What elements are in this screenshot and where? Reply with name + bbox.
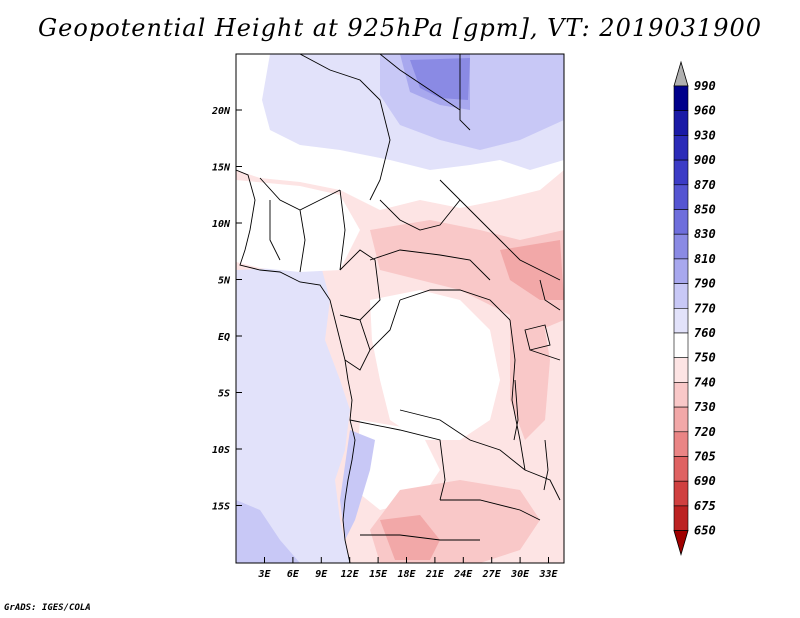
lat-label: 5N: [218, 276, 231, 287]
colorbar-label: 760: [694, 326, 716, 340]
colorbar-swatch: [673, 456, 689, 482]
border-drc-south: [399, 409, 526, 471]
colorbar-swatch: [673, 258, 689, 284]
colorbar-label: 930: [694, 128, 716, 142]
colorbar-swatch: [673, 159, 689, 186]
border-congo: [369, 299, 401, 351]
chart-title: Geopotential Height at 925hPa [gpm], VT:…: [38, 14, 762, 42]
lat-label: 15S: [212, 502, 230, 513]
colorbar-label: 675: [694, 499, 716, 513]
border-west-africa-2: [269, 200, 281, 261]
colorbar-swatch: [673, 184, 689, 210]
border-lake-victoria: [524, 324, 551, 351]
colorbar-swatch: [673, 382, 689, 408]
colorbar-label: 850: [694, 203, 716, 217]
lon-label: 12E: [341, 569, 360, 580]
colorbar-label: 750: [694, 351, 716, 365]
colorbar: 990 960 930 900 870 850 830 810 790 770 760 750 740 7…: [673, 60, 716, 557]
field-congo-white: [370, 290, 500, 440]
colorbar-label: 740: [694, 375, 716, 389]
lon-label: 21E: [425, 569, 445, 580]
lon-label: 6E: [287, 569, 300, 580]
colorbar-label: 790: [694, 277, 716, 291]
border-namibia: [360, 534, 480, 541]
border-sahara: [299, 54, 391, 201]
border-egypt: [459, 54, 471, 131]
colorbar-label: 900: [694, 153, 716, 167]
colorbar-bottom-arrow: [673, 530, 689, 557]
lat-label: 20N: [211, 106, 231, 117]
border-east-2: [529, 349, 561, 361]
border-west-africa-4: [339, 189, 346, 271]
lon-label: 27E: [482, 569, 502, 580]
grads-credit: GrADS: IGES/COLA: [4, 603, 91, 613]
lat-label: 10N: [212, 219, 231, 230]
colorbar-swatch: [673, 480, 689, 507]
field-pink-south-core: [380, 515, 440, 560]
lon-label: 3E: [257, 569, 271, 580]
colorbar-label: 705: [694, 450, 716, 464]
colorbar-swatch: [673, 406, 689, 433]
colorbar-swatch: [673, 209, 689, 235]
colorbar-label: 810: [694, 252, 716, 266]
field-west-africa: [236, 180, 360, 272]
lon-label: 9E: [315, 569, 328, 580]
border-lake-tanganyika: [513, 379, 519, 441]
colorbar-swatch: [673, 431, 689, 457]
lat-label: 15N: [212, 163, 231, 174]
colorbar-swatch: [673, 135, 689, 161]
field-pink-east: [500, 240, 564, 300]
colorbar-label: 770: [694, 301, 716, 315]
lon-label: 30E: [510, 569, 530, 580]
border-east-1: [539, 279, 561, 311]
field-purple-core: [410, 58, 470, 100]
colorbar-label: 690: [694, 474, 716, 488]
border-drc-north: [399, 289, 511, 321]
border-chad: [379, 199, 461, 231]
lon-label: 24E: [453, 569, 473, 580]
colorbar-swatch: [673, 307, 689, 334]
colorbar-label: 990: [694, 79, 716, 93]
colorbar-swatch: [673, 110, 689, 136]
colorbar-swatch: [673, 332, 689, 359]
border-east-3: [524, 469, 561, 501]
lon-label: 33E: [538, 569, 558, 580]
border-zambia: [440, 499, 541, 521]
colorbar-swatch: [673, 357, 689, 383]
colorbar-swatch: [673, 505, 689, 531]
colorbar-label: 870: [694, 178, 716, 192]
colorbar-label: 650: [694, 524, 716, 538]
colorbar-label: 730: [694, 400, 716, 414]
border-car: [369, 249, 491, 281]
borders: [236, 54, 561, 563]
field-ocean: [236, 262, 350, 563]
colorbar-label: 960: [694, 104, 716, 118]
lat-label: 10S: [212, 445, 230, 456]
field-blue-namibia: [340, 430, 375, 540]
colorbar-label: 830: [694, 227, 716, 241]
field-pink-east-rift: [510, 300, 550, 440]
longitude-axis: 3E 6E 9E 12E 15E 18E 21E 24E 27E 30E 33E: [257, 557, 559, 580]
lat-label: EQ: [218, 332, 230, 343]
colorbar-swatch: [673, 283, 689, 309]
height-field: [236, 54, 564, 563]
lon-label: 18E: [397, 569, 416, 580]
plot-frame: [235, 53, 565, 564]
colorbar-swatch: [673, 85, 689, 112]
border-drc-east: [509, 319, 526, 471]
colorbar-label: 720: [694, 425, 716, 439]
colorbar-top-arrow: [673, 60, 689, 87]
latitude-axis: 20N 15N 10N 5N EQ 5S 10S 15S: [211, 106, 242, 513]
border-lake-malawi: [543, 439, 549, 491]
border-angola: [349, 419, 446, 501]
colorbar-swatch: [673, 233, 689, 260]
border-west-africa-3: [299, 209, 306, 273]
lat-label: 5S: [218, 389, 230, 400]
border-libya: [379, 54, 461, 111]
coastline-west-africa: [236, 169, 356, 563]
field-ocean-south: [236, 500, 300, 563]
lon-label: 15E: [369, 569, 388, 580]
